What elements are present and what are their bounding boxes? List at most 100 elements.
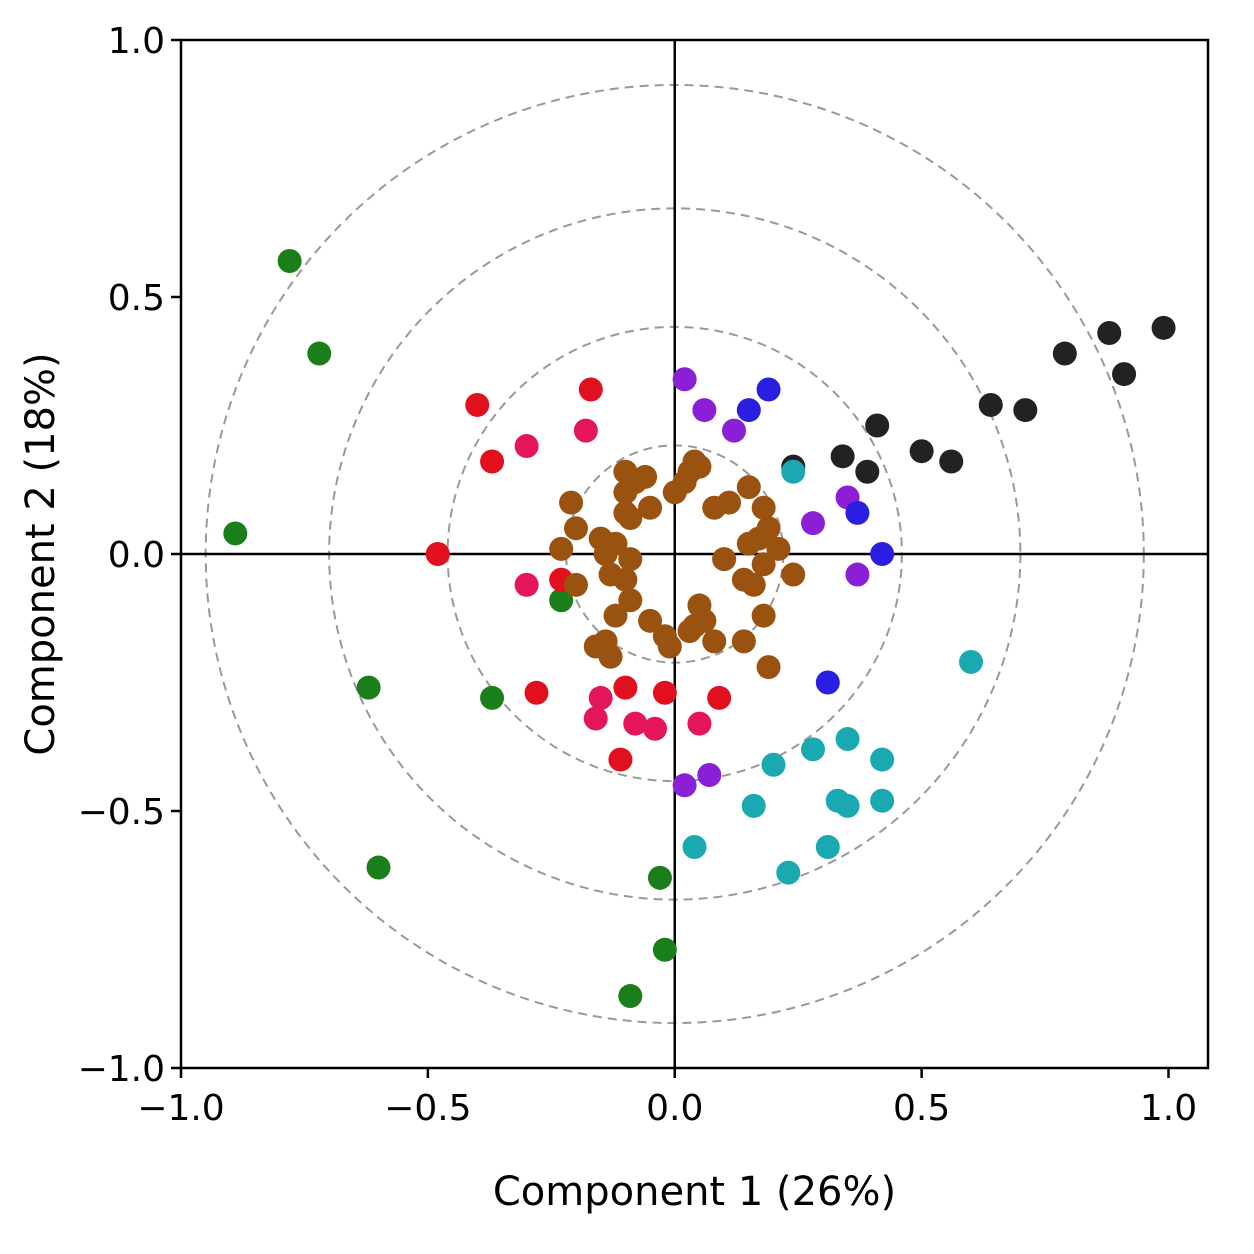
data-point xyxy=(835,727,860,752)
data-point xyxy=(830,444,855,469)
data-point xyxy=(801,737,825,762)
data-point xyxy=(662,480,687,505)
data-point xyxy=(603,603,628,628)
data-point xyxy=(618,984,643,1009)
data-point xyxy=(741,793,766,818)
data-point xyxy=(672,773,697,798)
data-point xyxy=(356,675,381,700)
data-point xyxy=(939,449,964,474)
data-point xyxy=(751,603,776,628)
data-point xyxy=(845,562,870,587)
data-point xyxy=(652,680,677,705)
x-axis-title: Component 1 (26%) xyxy=(493,1169,896,1215)
data-point xyxy=(870,747,895,772)
data-point xyxy=(638,495,663,520)
data-point xyxy=(756,377,781,402)
data-point xyxy=(870,788,895,813)
data-point xyxy=(707,685,732,710)
x-tick-label: 1.0 xyxy=(1140,1088,1197,1129)
data-point xyxy=(865,413,890,438)
data-point xyxy=(909,439,934,464)
data-point xyxy=(618,588,643,613)
data-point xyxy=(425,542,450,566)
data-point xyxy=(697,763,722,788)
data-points xyxy=(223,249,1176,1009)
data-point xyxy=(845,500,870,525)
data-point xyxy=(717,490,742,515)
data-point xyxy=(588,685,613,710)
data-point xyxy=(643,716,667,741)
y-tick-label: −0.5 xyxy=(78,792,165,833)
y-tick-label: −1.0 xyxy=(78,1049,165,1090)
x-tick-label: −1.0 xyxy=(137,1088,224,1129)
data-point xyxy=(480,449,505,474)
data-point xyxy=(687,454,712,479)
data-point xyxy=(702,629,727,654)
x-tick-label: −0.5 xyxy=(384,1088,471,1129)
data-point xyxy=(870,542,895,566)
data-point xyxy=(608,747,633,772)
data-point xyxy=(855,459,880,484)
data-point xyxy=(692,398,717,423)
data-point xyxy=(618,506,643,531)
axis-ticks: −1.0 −0.5 0.0 0.5 1.0 −1.0 −0.5 0.0 0.5 1.0 xyxy=(78,21,1198,1129)
x-tick-label: 0.0 xyxy=(646,1088,703,1129)
data-point xyxy=(613,480,638,505)
data-point xyxy=(1151,315,1176,340)
zero-lines xyxy=(181,40,1208,1068)
data-point xyxy=(1013,398,1038,423)
y-tick-label: 1.0 xyxy=(108,21,165,62)
data-point xyxy=(578,377,603,402)
data-point xyxy=(618,547,643,572)
data-point xyxy=(781,459,806,484)
data-point xyxy=(712,547,737,572)
data-point xyxy=(1097,320,1122,345)
data-point xyxy=(776,860,801,885)
data-point xyxy=(741,572,766,597)
data-point xyxy=(598,644,623,669)
data-point xyxy=(751,495,776,520)
data-point xyxy=(613,567,638,592)
data-point xyxy=(722,418,746,443)
data-point xyxy=(687,711,712,736)
data-point xyxy=(751,552,776,577)
data-point xyxy=(835,793,860,818)
data-point xyxy=(1112,362,1137,387)
data-point xyxy=(652,937,677,962)
data-point xyxy=(573,418,598,443)
data-point xyxy=(761,752,786,777)
data-point xyxy=(657,634,682,659)
data-point xyxy=(524,680,549,705)
data-point xyxy=(480,685,505,710)
data-point xyxy=(223,521,248,546)
data-point xyxy=(559,490,584,515)
data-point xyxy=(815,670,840,695)
data-point xyxy=(978,392,1003,417)
data-point xyxy=(583,706,608,731)
data-point xyxy=(638,608,663,633)
data-point xyxy=(736,475,761,500)
x-tick-label: 0.5 xyxy=(893,1088,950,1129)
data-point xyxy=(549,588,574,613)
data-point xyxy=(692,608,717,633)
data-point xyxy=(514,434,539,459)
data-point xyxy=(801,511,825,536)
data-point xyxy=(549,536,574,561)
data-point xyxy=(766,536,791,561)
y-tick-label: 0.0 xyxy=(108,535,165,576)
data-point xyxy=(781,562,806,587)
y-tick-label: 0.5 xyxy=(108,278,165,319)
data-point xyxy=(672,367,697,392)
data-point xyxy=(1052,341,1077,366)
data-point xyxy=(682,834,707,859)
data-point xyxy=(736,531,761,556)
data-point xyxy=(593,542,618,566)
data-point xyxy=(366,855,391,880)
data-point xyxy=(633,464,658,489)
data-point xyxy=(623,711,648,736)
data-point xyxy=(613,675,638,700)
data-point xyxy=(647,865,672,890)
data-point xyxy=(736,398,761,423)
y-axis-title: Component 2 (18%) xyxy=(18,352,64,755)
